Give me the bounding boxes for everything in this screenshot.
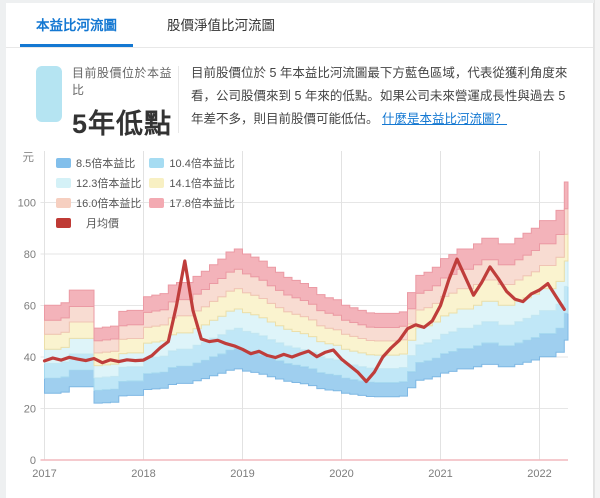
what-is-pe-river-link[interactable]: 什麼是本益比河流圖？ [382, 112, 508, 127]
valuation-summary: 目前股價位於本益比 5年低點 目前股價位於 5 年本益比河流圖最下方藍色區域，代… [6, 48, 593, 145]
svg-text:60: 60 [24, 301, 36, 313]
tab-pe-river-label: 本益比河流圖 [36, 17, 117, 33]
legend-swatch-icon [149, 158, 165, 168]
pe-river-chart-canvas[interactable]: 元 0 20 40 60 80 100 2017 2018 2019 2020 2021 2022 [6, 147, 594, 497]
legend-item-pe-14-1[interactable]: 14.1倍本益比 [149, 175, 235, 191]
chart-type-tabs: 本益比河流圖 股價淨值比河流圖 [6, 3, 593, 48]
svg-text:2018: 2018 [131, 468, 155, 480]
svg-text:2017: 2017 [32, 468, 56, 480]
tab-pb-river-label: 股價淨值比河流圖 [167, 17, 275, 33]
svg-text:元: 元 [23, 152, 35, 164]
valuation-subtitle: 目前股價位於本益比 [72, 66, 173, 97]
low-point-badge-icon [36, 66, 62, 122]
legend-item-pe-12-3[interactable]: 12.3倍本益比 [56, 175, 141, 191]
svg-text:2020: 2020 [329, 468, 353, 480]
valuation-description-text: 目前股價位於 5 年本益比河流圖最下方藍色區域，代表從獲利角度來看，公司股價來到… [191, 66, 568, 127]
svg-text:0: 0 [30, 455, 36, 467]
pe-river-chart[interactable]: 元 0 20 40 60 80 100 2017 2018 2019 2020 2021 2022 8.… [6, 147, 594, 497]
legend-swatch-icon [56, 158, 71, 168]
legend-item-pe-17-8[interactable]: 17.8倍本益比 [149, 195, 235, 211]
legend-item-pe-10-4[interactable]: 10.4倍本益比 [149, 155, 235, 171]
svg-text:2019: 2019 [230, 468, 254, 480]
valuation-title: 5年低點 [72, 109, 173, 139]
tab-pe-river[interactable]: 本益比河流圖 [20, 3, 133, 47]
svg-text:40: 40 [24, 352, 36, 364]
chart-legend: 8.5倍本益比 10.4倍本益比 12.3倍本益比 14.1倍本益比 16.0倍… [56, 155, 235, 231]
vertical-divider [178, 66, 179, 133]
legend-item-monthly-avg-price[interactable]: 月均價 [56, 215, 141, 231]
legend-swatch-icon [56, 198, 71, 208]
svg-text:20: 20 [24, 404, 36, 416]
svg-text:2022: 2022 [527, 468, 551, 480]
valuation-summary-texts: 目前股價位於本益比 5年低點 [72, 62, 178, 141]
stock-analysis-card: 本益比河流圖 股價淨值比河流圖 目前股價位於本益比 5年低點 目前股價位於 5 … [6, 3, 594, 498]
scrollbar-track[interactable] [594, 0, 600, 498]
valuation-description: 目前股價位於 5 年本益比河流圖最下方藍色區域，代表從獲利角度來看，公司股價來到… [179, 62, 579, 141]
valuation-summary-left: 目前股價位於本益比 5年低點 [26, 62, 178, 141]
legend-item-pe-16-0[interactable]: 16.0倍本益比 [56, 195, 141, 211]
svg-text:2021: 2021 [428, 468, 452, 480]
legend-swatch-icon [56, 218, 71, 228]
svg-text:80: 80 [24, 249, 36, 261]
legend-swatch-icon [56, 178, 71, 188]
svg-text:100: 100 [18, 198, 36, 210]
legend-swatch-icon [149, 178, 165, 188]
legend-swatch-icon [149, 198, 165, 208]
legend-item-pe-8-5[interactable]: 8.5倍本益比 [56, 155, 141, 171]
tab-pb-river[interactable]: 股價淨值比河流圖 [151, 3, 291, 47]
